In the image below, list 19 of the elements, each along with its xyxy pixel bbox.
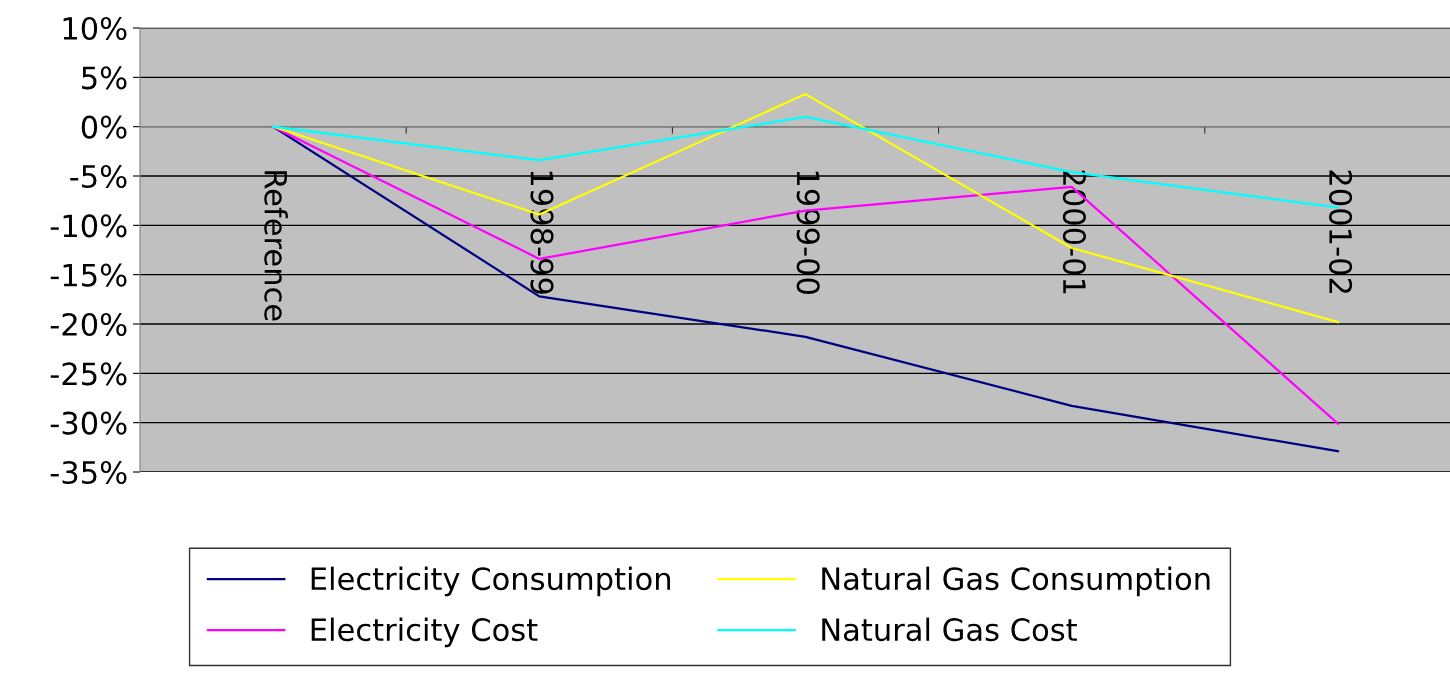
y-tick-label: -10% [50, 214, 127, 238]
x-tick-label: 2000-01 [1062, 170, 1086, 294]
legend-label: Electricity Consumption [311, 566, 671, 597]
y-tick-label: -20% [50, 312, 127, 337]
x-tick-label: Reference [264, 171, 288, 321]
legend-label: Natural Gas Cost [822, 617, 1077, 642]
y-tick-label: -35% [50, 460, 127, 485]
x-tick-label: 1999-00 [796, 171, 820, 294]
x-tick-label: 1998-99 [530, 171, 554, 294]
y-tick-label: 5% [82, 66, 127, 90]
y-tick-label: 0% [81, 115, 127, 139]
legend-label: Electricity Cost [311, 617, 538, 648]
y-tick-label: -5% [70, 164, 127, 189]
legend-label: Natural Gas Consumption [822, 566, 1210, 597]
x-tick-label: 2001-02 [1329, 170, 1353, 293]
y-tick-label: -30% [50, 411, 127, 435]
y-tick-label: 10% [63, 16, 127, 41]
y-tick-label: -15% [50, 263, 127, 287]
y-tick-label: -25% [50, 362, 127, 386]
